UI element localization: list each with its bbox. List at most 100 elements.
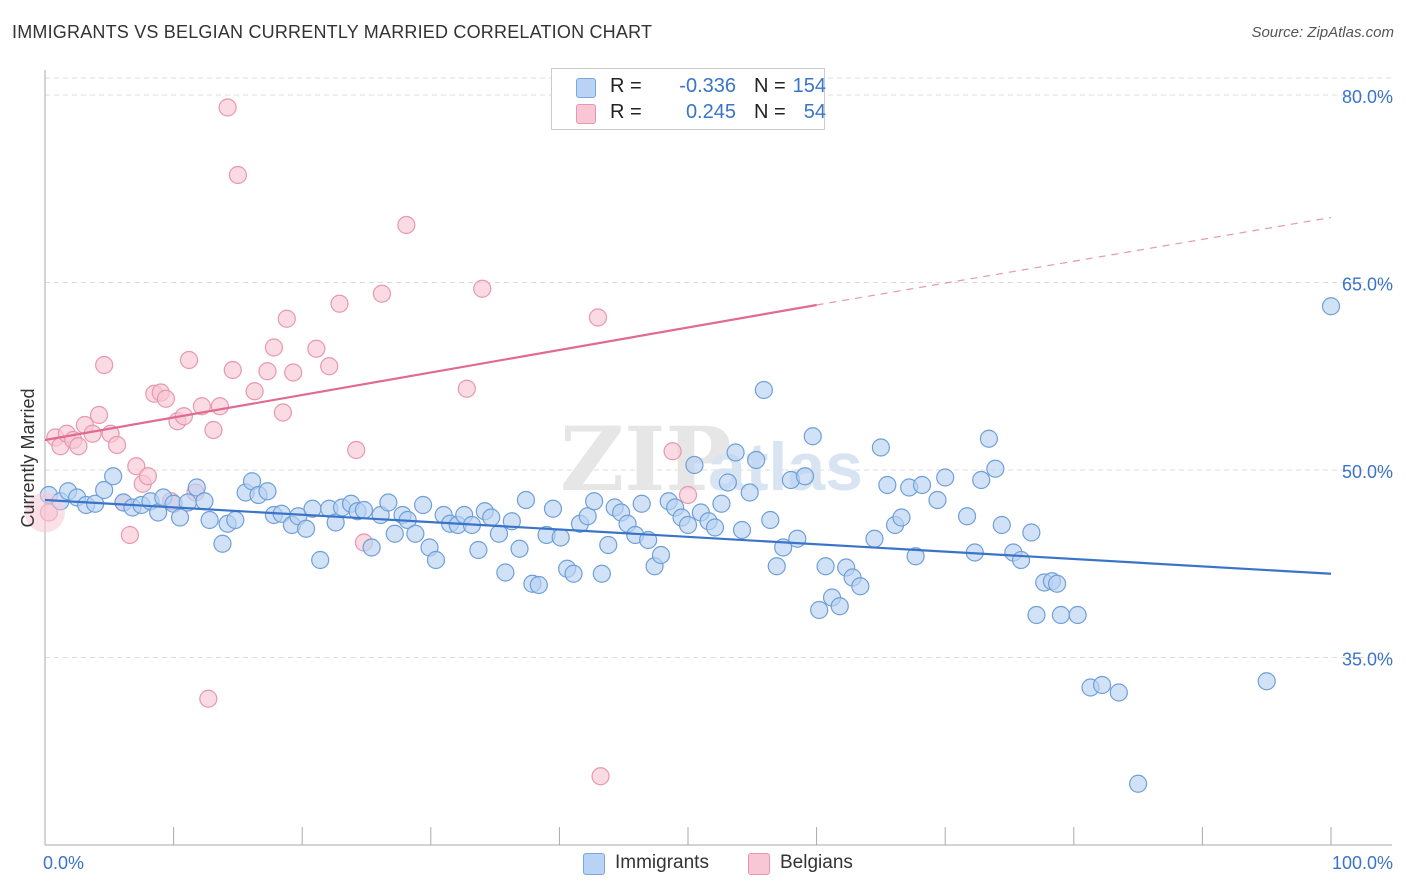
point-layer [25, 98, 1341, 793]
belgians-point [591, 767, 610, 786]
immigrants-point [705, 518, 725, 537]
belgians-point [95, 355, 114, 375]
x-tick-label: 0.0% [43, 853, 84, 873]
immigrants-point [892, 508, 911, 527]
immigrants-point [912, 475, 932, 495]
immigrants-point [385, 524, 404, 543]
immigrants-point [803, 427, 822, 446]
immigrants-trendline [44, 498, 1332, 575]
immigrants-point [104, 467, 123, 486]
immigrants-point [482, 508, 501, 527]
belgians-label: Belgians [780, 852, 853, 873]
belgians-point [69, 437, 88, 456]
immigrants-point [972, 470, 991, 490]
immigrants-point [362, 538, 381, 557]
belgians-point [277, 309, 296, 328]
legend-r-value: -0.336 [679, 75, 736, 97]
x-tick-label: 100.0% [1332, 853, 1393, 873]
y-tick-label: 65.0% [1342, 275, 1393, 295]
belgians-point [218, 98, 237, 117]
immigrants-point [740, 483, 759, 502]
immigrants-point [599, 535, 618, 555]
belgians-point [138, 467, 157, 486]
immigrants-point [1092, 675, 1112, 695]
immigrants-point [1051, 605, 1071, 625]
immigrants-point [795, 467, 815, 486]
belgians-point [372, 284, 392, 303]
belgians-trendline-projection [816, 216, 1332, 306]
immigrants-point [726, 443, 745, 462]
immigrants-point [469, 540, 488, 560]
immigrants-point [865, 529, 884, 548]
watermark-atlas: atlas [708, 429, 863, 505]
immigrants-point [551, 528, 570, 547]
belgians-point [307, 339, 326, 358]
belgians-point [457, 379, 476, 398]
immigrants-point [1321, 297, 1341, 316]
legend-r-label: R = [610, 75, 642, 97]
immigrants-point [712, 494, 731, 513]
belgians-point [120, 525, 139, 545]
immigrants-point [747, 450, 766, 470]
belgians-point [89, 405, 109, 425]
immigrants-point [816, 557, 835, 576]
immigrants-point [878, 475, 897, 495]
immigrants-point [578, 507, 597, 526]
immigrants-point [632, 494, 651, 513]
belgians-point [258, 362, 277, 381]
immigrants-point [754, 380, 773, 400]
immigrants-point [529, 575, 548, 595]
belgians-point-large [25, 492, 65, 533]
immigrants-point [379, 493, 398, 512]
immigrants-point [426, 550, 446, 570]
belgians-point [264, 338, 284, 357]
immigrants-point [170, 508, 190, 527]
belgians-point [107, 435, 127, 455]
immigrants-point [718, 473, 737, 492]
immigrants-label: Immigrants [615, 852, 709, 873]
immigrants-point [1257, 672, 1276, 691]
immigrants-point [585, 492, 604, 511]
belgians-point [663, 442, 682, 461]
immigrants-point [685, 455, 704, 475]
belgians-point [199, 689, 218, 708]
belgians-point [588, 308, 608, 327]
y-axis-label: Currently Married [18, 388, 38, 527]
immigrants-point [592, 564, 611, 583]
immigrants-point [516, 490, 536, 510]
belgians-point [320, 357, 339, 376]
axis-layer [44, 70, 1392, 846]
immigrants-point [851, 577, 870, 596]
belgians-point [156, 389, 175, 408]
chart-title: IMMIGRANTS VS BELGIAN CURRENTLY MARRIED … [12, 22, 653, 42]
immigrants-point [226, 510, 245, 530]
belgians-swatch [748, 853, 770, 875]
legend-swatch-immigrants [576, 78, 596, 98]
immigrants-swatch [583, 853, 605, 875]
immigrants-point [732, 520, 752, 540]
immigrants-point [928, 490, 947, 510]
immigrants-point [413, 495, 433, 515]
immigrants-point [213, 534, 232, 553]
trend-layer [44, 216, 1332, 575]
belgians-point [284, 363, 303, 382]
immigrants-point [311, 550, 330, 570]
immigrants-point [296, 519, 316, 538]
immigrants-point [871, 438, 891, 457]
y-tick-label: 50.0% [1342, 462, 1393, 482]
belgians-point [192, 397, 211, 416]
legend-n-value: 54 [803, 101, 826, 123]
immigrants-point [1128, 774, 1148, 793]
immigrants-point [1109, 683, 1128, 702]
belgians-point [210, 397, 229, 416]
legend-n-label: N = [754, 75, 786, 97]
belgians-point [273, 403, 293, 422]
belgians-point [179, 350, 199, 370]
immigrants-point [1068, 605, 1087, 625]
label-layer: 35.0% 50.0% 65.0% 80.0% 0.0% 100.0% Currently … [18, 87, 1393, 873]
immigrants-point [406, 524, 425, 543]
immigrants-point [543, 499, 563, 518]
legend-n-value: 154 [792, 75, 826, 97]
immigrants-point [651, 545, 671, 565]
immigrants-point [95, 480, 114, 500]
